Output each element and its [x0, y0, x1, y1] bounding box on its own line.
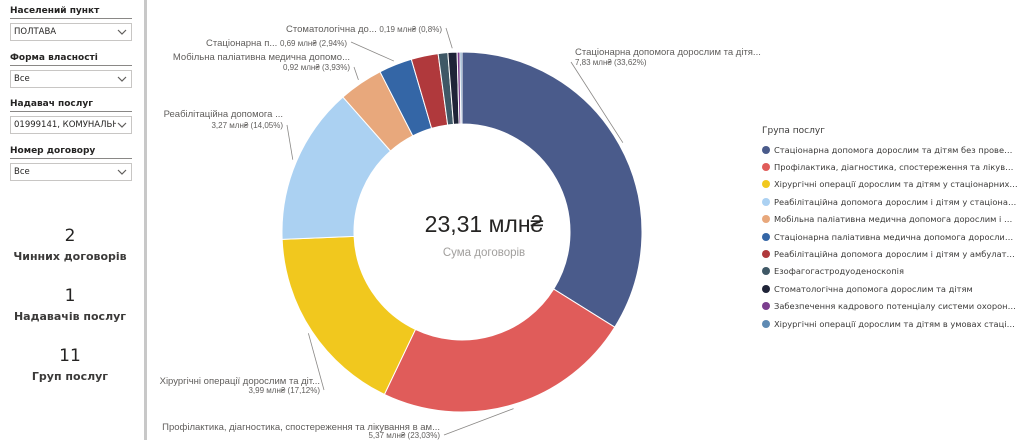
filter-settlement: Населений пункт ПОЛТАВА: [10, 6, 132, 41]
contract-number-dropdown[interactable]: Все: [10, 163, 132, 181]
data-label-name: Мобільна паліативна медична допомо...: [173, 52, 350, 63]
filter-label: Надавач послуг: [10, 99, 132, 112]
data-label-value: 5,37 млн₴ (23,03%): [368, 431, 440, 440]
legend-item[interactable]: Стаціонарна паліативна медична допомога …: [762, 228, 1018, 245]
leader-line: [445, 27, 453, 49]
legend-item[interactable]: Забезпечення кадрового потенціалу систем…: [762, 298, 1018, 315]
data-label: Стоматологічна до... 0,19 млн₴ (0,8%): [286, 24, 442, 35]
legend-title: Група послуг: [762, 126, 825, 136]
donut-slice[interactable]: [461, 51, 643, 328]
legend-items: Стаціонарна допомога дорослим та дітям б…: [762, 141, 1018, 332]
legend-label: Хірургічні операції дорослим та дітям у …: [774, 179, 1018, 190]
kpi-value: 1: [64, 286, 76, 306]
legend-label: Стоматологічна допомога дорослим та дітя…: [774, 283, 973, 294]
filter-label: Номер договору: [10, 146, 132, 159]
legend-marker: [762, 250, 770, 259]
kpi-label: Надавачів послуг: [13, 310, 127, 323]
legend-label: Стаціонарна допомога дорослим та дітям б…: [774, 144, 1018, 155]
data-label-name: Стаціонарна допомога дорослим та дітя...: [575, 47, 761, 58]
filter-label: Форма власності: [10, 53, 132, 66]
legend-marker: [762, 302, 770, 311]
legend-label: Хірургічні операції дорослим та дітям в …: [774, 318, 1018, 329]
donut-slice[interactable]: [459, 51, 463, 125]
legend-item[interactable]: Хірургічні операції дорослим та дітям в …: [762, 315, 1018, 332]
legend-label: Профілактика, діагностика, спостереження…: [774, 162, 1018, 173]
legend-marker: [762, 319, 770, 328]
settlement-dropdown[interactable]: ПОЛТАВА: [10, 23, 132, 41]
legend-label: Реабілітаційна допомога дорослим і дітям…: [774, 249, 1018, 260]
leader-line: [308, 333, 325, 391]
legend-label: Мобільна паліативна медична допомога дор…: [774, 214, 1018, 225]
data-label-name: Профілактика, діагностика, спостереження…: [162, 422, 440, 433]
legend-item[interactable]: Мобільна паліативна медична допомога дор…: [762, 211, 1018, 228]
filter-contract-number: Номер договору Все: [10, 146, 132, 181]
kpi-value: 2: [64, 226, 76, 246]
center-total-value: 23,31 млн₴: [425, 211, 544, 237]
data-label-value: 3,99 млн₴ (17,12%): [248, 386, 320, 395]
data-label-name: Реабілітаційна допомога ...: [164, 109, 283, 120]
legend-marker: [762, 163, 770, 172]
filter-sidebar: Населений пункт ПОЛТАВА Форма власності …: [0, 0, 140, 440]
legend-label: Забезпечення кадрового потенціалу систем…: [774, 301, 1018, 312]
kpi-active-contracts: 2 Чинних договорів: [0, 226, 140, 263]
leader-line: [353, 66, 359, 81]
kpi-value: 11: [59, 346, 81, 366]
filter-label: Населений пункт: [10, 6, 132, 19]
dropdown-value: ПОЛТАВА: [14, 27, 57, 37]
legend-marker: [762, 197, 770, 206]
legend: Група послуг Стаціонарна допомога доросл…: [762, 126, 1018, 332]
legend-label: Езофагогастродуоденоскопія: [774, 266, 904, 277]
dropdown-value: Все: [14, 167, 30, 177]
data-label: Стаціонарна п... 0,69 млн₴ (2,94%): [206, 38, 347, 49]
chevron-down-icon: [117, 29, 127, 35]
data-label-name: Хірургічні операції дорослим та діт...: [160, 376, 320, 387]
legend-item[interactable]: Стаціонарна допомога дорослим та дітям б…: [762, 141, 1018, 158]
leader-line: [570, 61, 624, 143]
filter-provider: Надавач послуг 01999141, КОМУНАЛЬН...: [10, 99, 132, 134]
legend-item[interactable]: Езофагогастродуоденоскопія: [762, 263, 1018, 280]
legend-marker: [762, 145, 770, 154]
data-label-value: 7,83 млн₴ (33,62%): [575, 58, 647, 67]
data-label-value: 3,27 млн₴ (14,05%): [211, 121, 283, 130]
filter-ownership: Форма власності Все: [10, 53, 132, 88]
legend-label: Реабілітаційна допомога дорослим і дітям…: [774, 196, 1018, 207]
kpi-label: Груп послуг: [31, 370, 109, 383]
leader-line: [350, 41, 395, 62]
kpi-providers: 1 Надавачів послуг: [0, 286, 140, 323]
legend-marker: [762, 284, 770, 293]
kpi-service-groups: 11 Груп послуг: [0, 346, 140, 383]
chevron-down-icon: [117, 169, 127, 175]
data-label-value: 0,92 млн₴ (3,93%): [283, 63, 350, 72]
donut-slice[interactable]: [281, 235, 417, 396]
chevron-down-icon: [117, 76, 127, 82]
ownership-dropdown[interactable]: Все: [10, 70, 132, 88]
legend-marker: [762, 215, 770, 224]
chevron-down-icon: [117, 122, 127, 128]
legend-marker: [762, 180, 770, 189]
dropdown-value: 01999141, КОМУНАЛЬН...: [14, 120, 116, 130]
legend-marker: [762, 232, 770, 241]
dropdown-value: Все: [14, 74, 30, 84]
leader-line: [443, 408, 514, 436]
legend-item[interactable]: Профілактика, діагностика, спостереження…: [762, 158, 1018, 175]
legend-label: Стаціонарна паліативна медична допомога …: [774, 231, 1018, 242]
panel-divider: [144, 0, 147, 440]
legend-item[interactable]: Хірургічні операції дорослим та дітям у …: [762, 176, 1018, 193]
legend-item[interactable]: Стоматологічна допомога дорослим та дітя…: [762, 280, 1018, 297]
kpi-label: Чинних договорів: [13, 250, 127, 263]
center-total-caption: Сума договорів: [443, 247, 525, 259]
leader-line: [286, 124, 294, 160]
legend-item[interactable]: Реабілітаційна допомога дорослим і дітям…: [762, 193, 1018, 210]
legend-marker: [762, 267, 770, 276]
provider-dropdown[interactable]: 01999141, КОМУНАЛЬН...: [10, 116, 132, 134]
donut-slice[interactable]: [383, 288, 616, 413]
legend-item[interactable]: Реабілітаційна допомога дорослим і дітям…: [762, 245, 1018, 262]
